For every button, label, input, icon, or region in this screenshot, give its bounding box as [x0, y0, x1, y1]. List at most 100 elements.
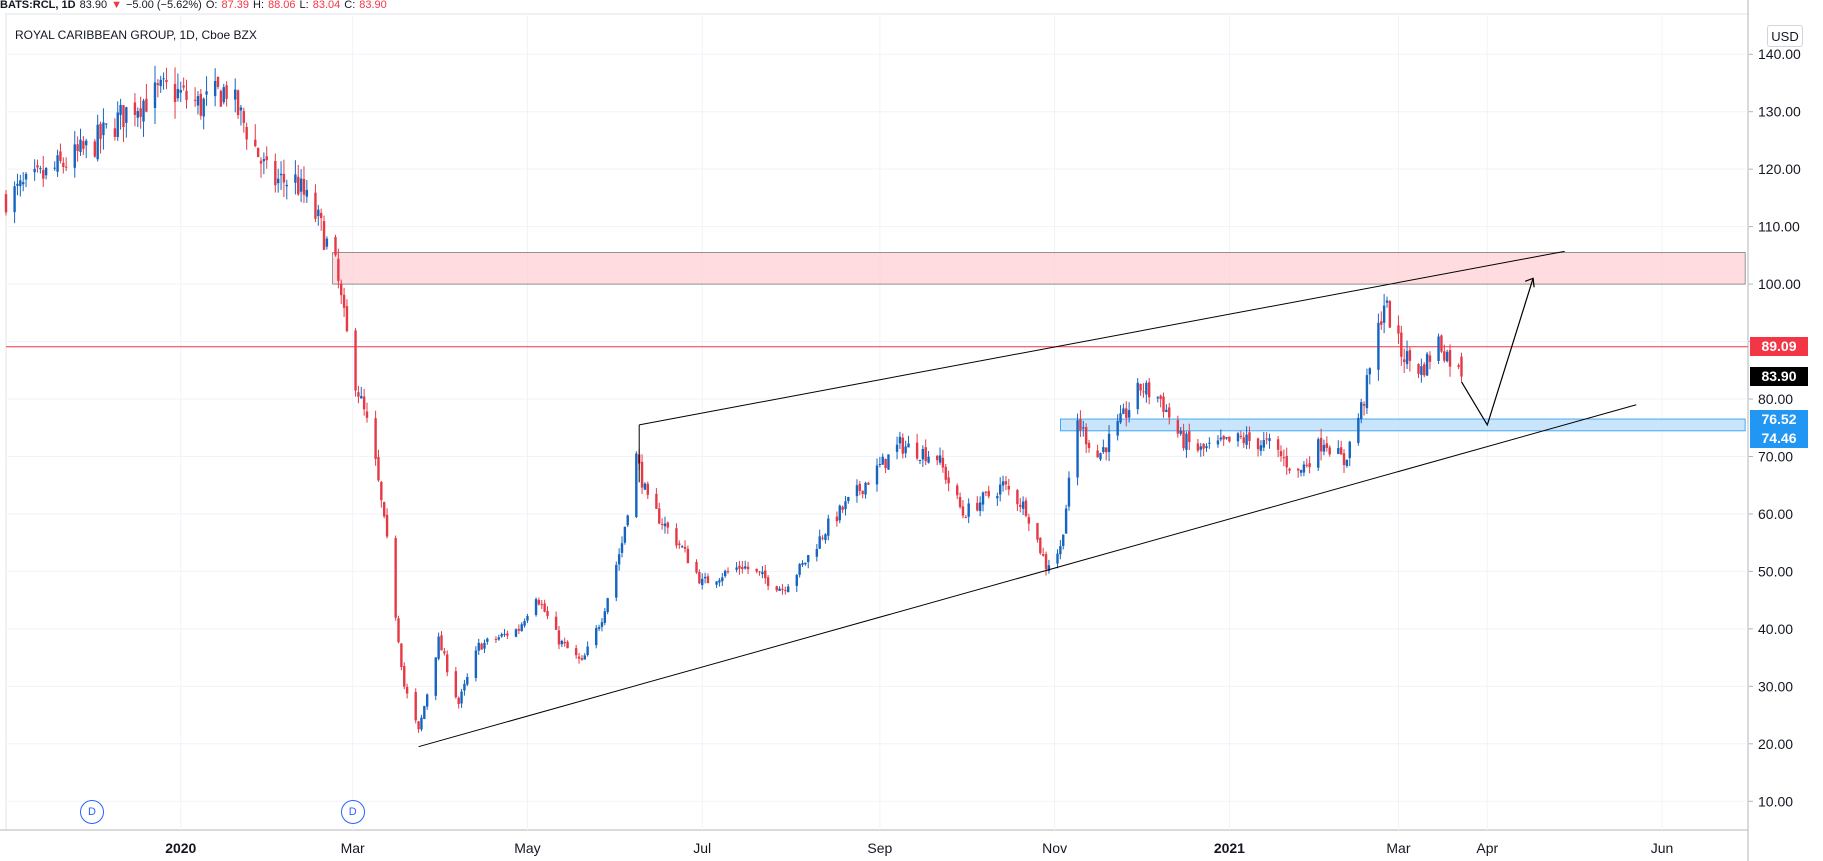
candle-body: [964, 517, 968, 519]
candle-body: [182, 85, 185, 88]
candle-body: [1397, 325, 1400, 334]
candle-body: [1285, 455, 1288, 468]
candle-body: [887, 454, 890, 470]
candle-body: [99, 123, 102, 139]
candle-body: [1400, 332, 1403, 357]
legend-symbol[interactable]: BATS:RCL, 1D: [0, 0, 76, 11]
candle-body: [976, 502, 979, 511]
candle-body: [1425, 353, 1429, 376]
candle-body: [1142, 391, 1145, 393]
candle-body: [1457, 365, 1460, 367]
candle-body: [1001, 481, 1005, 486]
candle-body: [317, 209, 320, 217]
candle-body: [1219, 437, 1223, 440]
candle-body: [420, 717, 423, 730]
candle-body: [245, 126, 248, 140]
candle-body: [1216, 440, 1220, 445]
candle-body: [1380, 321, 1383, 325]
candle-body: [1279, 451, 1283, 457]
candle-body: [1202, 443, 1205, 449]
candle-body: [342, 294, 346, 308]
candle-body: [715, 581, 718, 585]
candle-body: [423, 706, 426, 719]
candle-body: [517, 628, 521, 631]
candle-body: [956, 485, 959, 496]
candle-body: [695, 561, 698, 573]
candle-body: [262, 159, 266, 162]
candle-body: [523, 621, 526, 626]
candle-body: [483, 642, 486, 649]
legend-h-label: H:: [253, 0, 264, 11]
candle-body: [1024, 500, 1028, 516]
candle-body: [1362, 404, 1366, 406]
candle-body: [801, 563, 804, 565]
candle-body: [1159, 395, 1162, 400]
candle-body: [1345, 459, 1349, 466]
candle-body: [477, 642, 480, 651]
candle-body: [76, 144, 79, 151]
candle-body: [394, 538, 397, 618]
currency-button[interactable]: USD: [1767, 25, 1803, 47]
candle-body: [1328, 447, 1331, 455]
candle-body: [377, 456, 380, 481]
candle-body: [996, 496, 999, 499]
candle-body: [841, 506, 844, 510]
candle-body: [546, 610, 549, 617]
candle-body: [764, 570, 767, 579]
candle-body: [1460, 356, 1463, 377]
candle-body: [907, 443, 910, 448]
prev-close-price-tag: 89.09: [1750, 337, 1808, 357]
candle-body: [1239, 435, 1243, 437]
candle-body: [382, 502, 386, 517]
candle-body: [1225, 437, 1228, 439]
candle-body: [984, 491, 988, 493]
chart-title: ROYAL CARIBBEAN GROUP, 1D, Cboe BZX: [15, 28, 257, 42]
candle-body: [746, 566, 750, 570]
candle-body: [655, 493, 658, 509]
candle-body: [574, 648, 578, 656]
candle-body: [520, 624, 523, 632]
candle-body: [322, 221, 326, 250]
projection-arrowhead: [1524, 277, 1535, 288]
candle-body: [778, 588, 781, 591]
candle-body: [1082, 427, 1085, 429]
candle-body: [781, 588, 784, 590]
candle-body: [193, 99, 197, 101]
candle-body: [1365, 375, 1369, 409]
candle-body: [600, 622, 604, 627]
candle-body: [626, 515, 629, 526]
candle-body: [1402, 359, 1406, 363]
candle-body: [1039, 537, 1042, 554]
candle-body: [1276, 439, 1280, 450]
time-axis-label: Jul: [693, 840, 711, 856]
candle-body: [1423, 364, 1426, 376]
price-axis-label: 20.00: [1758, 736, 1793, 752]
candle-body: [755, 568, 758, 572]
candle-body: [944, 466, 947, 480]
candle-body: [678, 543, 681, 546]
legend-l-value: 83.04: [312, 0, 341, 11]
candle-body: [1268, 438, 1271, 441]
candle-body: [145, 98, 148, 112]
candle-body: [1185, 433, 1188, 450]
price-axis-label: 70.00: [1758, 448, 1793, 464]
candle-body: [1222, 435, 1225, 440]
candle-body: [466, 676, 469, 685]
candle-body: [1405, 351, 1409, 365]
candle-body: [21, 182, 25, 185]
candle-body: [1059, 546, 1062, 555]
dividend-marker[interactable]: D: [79, 800, 104, 824]
candle-body: [766, 577, 770, 586]
candle-body: [1236, 433, 1240, 442]
candle-body: [703, 576, 707, 579]
candle-body: [1448, 350, 1452, 367]
candle-body: [294, 174, 297, 183]
candle-body: [480, 643, 483, 650]
candle-body: [927, 456, 930, 463]
candle-body: [354, 330, 357, 391]
candle-body: [798, 564, 801, 575]
legend-last: 83.90: [79, 0, 108, 11]
candle-body: [987, 490, 990, 497]
dividend-marker[interactable]: D: [340, 800, 365, 824]
